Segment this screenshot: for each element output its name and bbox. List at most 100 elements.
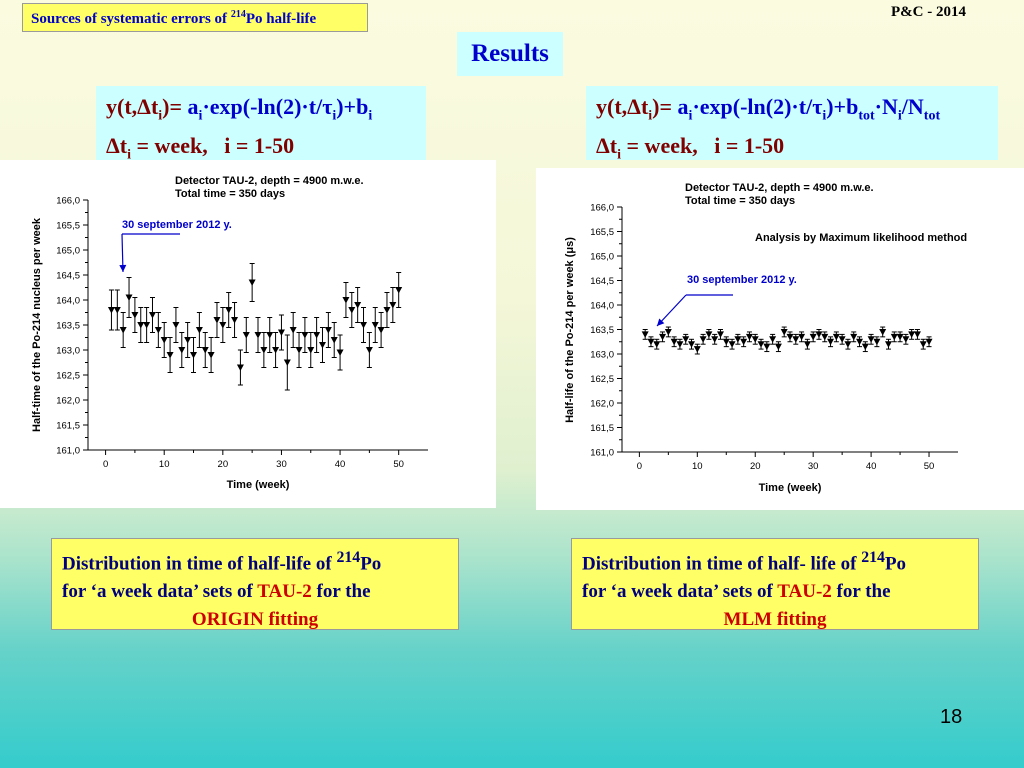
data-point: [838, 336, 846, 343]
caption-left-line1: Distribution in time of half-life of 214…: [62, 549, 382, 575]
y-axis-label: Half-life of the Po-214 per week (μs): [564, 237, 576, 423]
data-point: [383, 307, 391, 314]
data-point: [867, 336, 875, 343]
data-point: [313, 332, 321, 339]
y-tick-label: 163,5: [590, 325, 614, 336]
data-point: [879, 328, 887, 336]
data-point: [856, 338, 864, 346]
data-point: [295, 347, 303, 354]
data-point: [318, 342, 326, 349]
data-point: [131, 312, 139, 319]
y-tick-label: 161,5: [56, 421, 80, 432]
data-point: [272, 347, 280, 354]
y-tick-label: 161,0: [590, 448, 614, 459]
data-point: [137, 322, 145, 329]
x-tick-label: 40: [335, 459, 346, 470]
caption-left: Distribution in time of half-life of 214…: [51, 538, 459, 630]
x-tick-label: 20: [750, 461, 761, 472]
data-point: [324, 327, 332, 334]
data-point: [219, 322, 227, 329]
data-point: [786, 333, 794, 341]
y-tick-label: 162,0: [590, 399, 614, 410]
data-point: [283, 359, 291, 366]
formula-left-line2: Δti = week, i = 1-50: [106, 133, 295, 163]
caption-right-line1: Distribution in time of half- life of 21…: [582, 549, 907, 575]
plot-mlm-fitting: 161,0 161,5 162,0 162,5 163,0 163,5 164,0 164,5…: [536, 168, 1024, 510]
data-point: [751, 336, 759, 343]
data-point: [172, 322, 180, 329]
data-point: [201, 347, 209, 354]
data-point: [160, 337, 168, 344]
data-point: [254, 332, 262, 339]
x-tick-label: 0: [103, 459, 108, 470]
data-point: [769, 336, 777, 343]
y-tick-label: 162,5: [56, 371, 80, 382]
data-point: [763, 343, 771, 351]
chart-title-line: Detector TAU-2, depth = 4900 m.w.e.: [175, 175, 364, 187]
data-point: [154, 327, 162, 334]
data-point: [647, 338, 655, 346]
data-point: [336, 349, 344, 356]
data-point: [676, 341, 684, 348]
data-point: [711, 336, 719, 343]
data-point: [260, 347, 268, 354]
data-point: [213, 317, 221, 324]
data-point: [809, 333, 817, 341]
x-tick-label: 30: [276, 459, 287, 470]
y-tick-label: 163,0: [590, 350, 614, 361]
data-point: [389, 302, 397, 309]
data-point: [148, 312, 156, 319]
data-point: [225, 307, 233, 314]
y-tick-label: 166,0: [56, 196, 80, 207]
data-point: [371, 322, 379, 329]
data-point: [803, 341, 811, 348]
data-point: [119, 327, 127, 334]
data-point: [740, 338, 748, 346]
data-point: [641, 331, 649, 338]
data-point: [670, 338, 678, 346]
data-point: [798, 333, 806, 341]
y-tick-label: 161,5: [590, 423, 614, 434]
caption-right-line2: for ‘a week data’ sets of TAU-2 for the: [582, 581, 891, 603]
data-point: [722, 338, 730, 346]
y-tick-label: 165,0: [56, 246, 80, 257]
data-point: [231, 317, 239, 324]
data-point: [348, 307, 356, 314]
data-point: [896, 333, 904, 341]
x-tick-label: 50: [924, 461, 935, 472]
data-point: [832, 333, 840, 341]
x-axis-label: Time (week): [759, 482, 822, 494]
data-point: [236, 364, 244, 371]
annotation-label: 30 september 2012 y.: [122, 219, 232, 231]
y-tick-label: 163,0: [56, 346, 80, 357]
data-point: [360, 322, 368, 329]
data-point: [395, 287, 403, 294]
data-point: [728, 341, 736, 348]
data-point: [178, 347, 186, 354]
data-point: [659, 333, 667, 341]
data-point: [277, 329, 285, 336]
data-point: [902, 336, 910, 343]
data-point: [342, 297, 350, 304]
slide-title: Sources of systematic errors of 214Po ha…: [22, 3, 368, 32]
data-point: [107, 307, 115, 314]
y-tick-label: 162,0: [56, 396, 80, 407]
data-point: [861, 343, 869, 351]
data-point: [207, 352, 215, 359]
y-tick-label: 163,5: [56, 321, 80, 332]
caption-left-line3: ORIGIN fitting: [191, 609, 319, 631]
data-point: [699, 336, 707, 343]
y-tick-label: 165,0: [590, 252, 614, 263]
x-tick-label: 20: [218, 459, 229, 470]
y-tick-label: 166,0: [590, 203, 614, 214]
data-point: [266, 332, 274, 339]
data-point: [688, 341, 696, 348]
annotation-arrow-head: [119, 264, 127, 272]
data-point: [850, 333, 858, 341]
data-point: [873, 338, 881, 346]
x-tick-label: 10: [692, 461, 703, 472]
annotation-arrow-head: [657, 318, 665, 326]
data-point: [125, 294, 133, 301]
x-tick-label: 30: [808, 461, 819, 472]
data-point: [745, 333, 753, 341]
